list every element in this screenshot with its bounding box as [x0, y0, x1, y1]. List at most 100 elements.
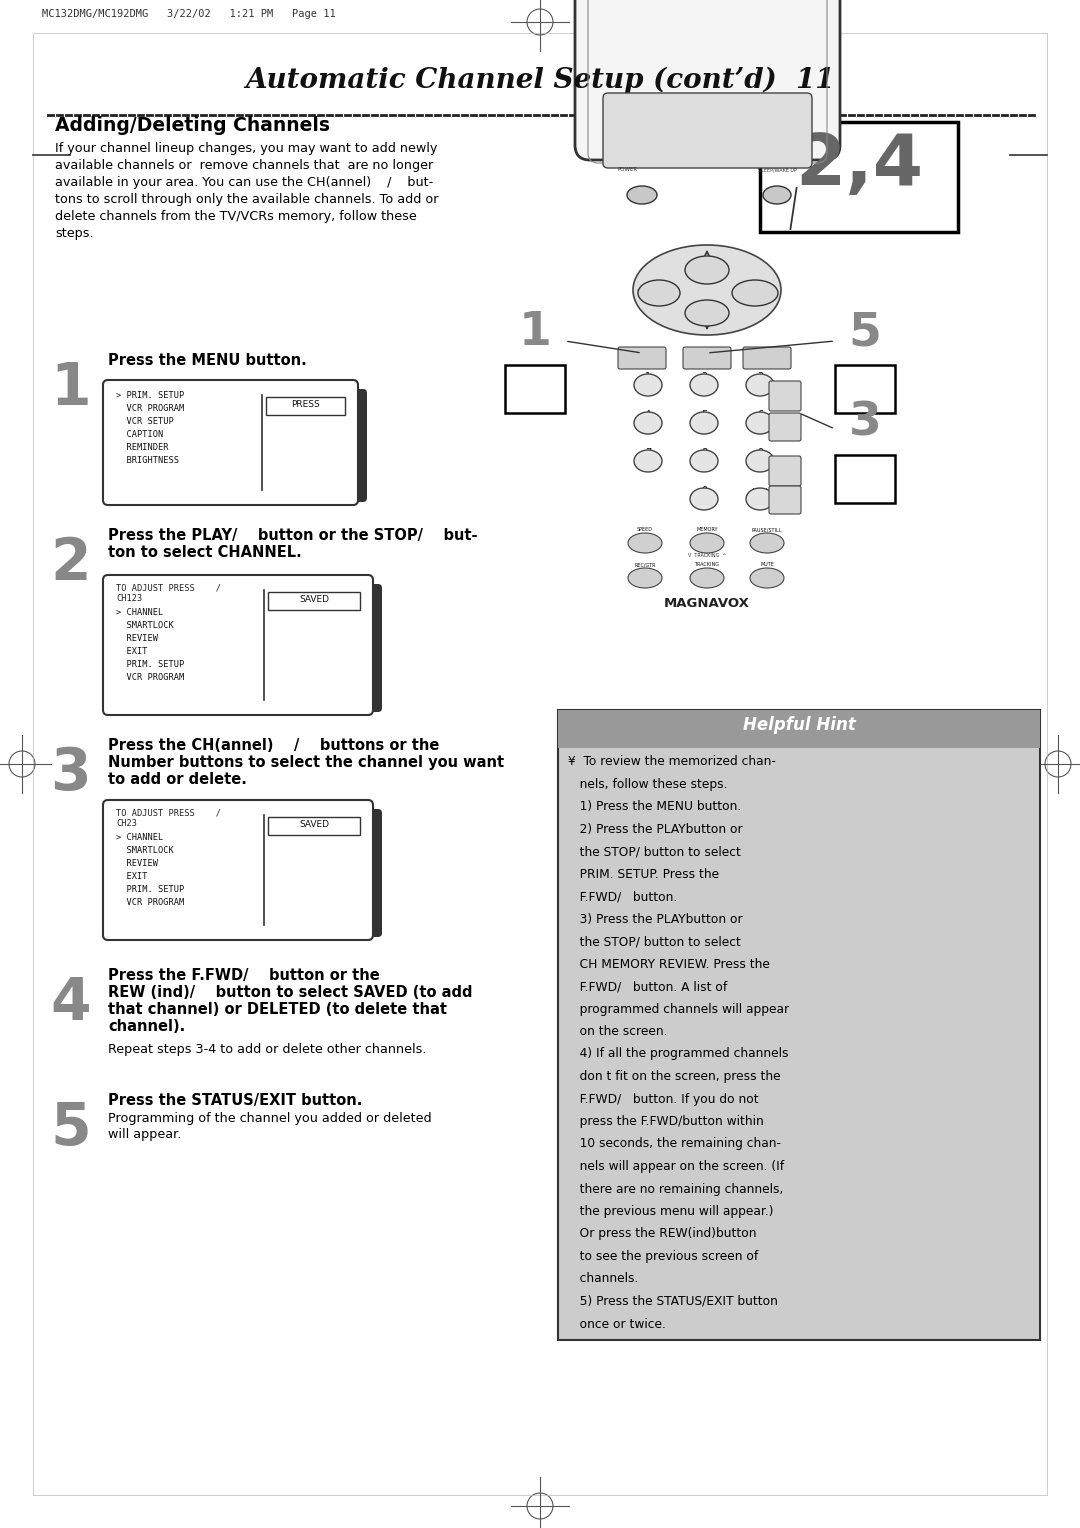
Text: 1) Press the MENU button.: 1) Press the MENU button.: [568, 801, 741, 813]
Text: the previous menu will appear.): the previous menu will appear.): [568, 1206, 773, 1218]
Text: CH.: CH.: [780, 396, 789, 400]
Text: F.FWD/   button.: F.FWD/ button.: [568, 889, 677, 903]
Text: Programming of the channel you added or deleted: Programming of the channel you added or …: [108, 1112, 432, 1125]
Text: available in your area. You can use the CH(annel)    /    but-: available in your area. You can use the …: [55, 176, 433, 189]
Text: 6: 6: [757, 410, 764, 420]
Text: ALT.CH: ALT.CH: [752, 487, 768, 494]
Bar: [268, 591, 360, 610]
Text: F.FWD/   button. A list of: F.FWD/ button. A list of: [568, 979, 727, 993]
Text: 2: 2: [50, 535, 91, 591]
Text: 2: 2: [701, 371, 707, 382]
Ellipse shape: [690, 533, 724, 553]
Text: REW (ind)/    button to select SAVED (to add: REW (ind)/ button to select SAVED (to ad…: [108, 986, 473, 999]
Text: don t fit on the screen, press the: don t fit on the screen, press the: [568, 1070, 781, 1083]
Text: MUTE: MUTE: [760, 562, 774, 567]
Text: 8: 8: [701, 448, 707, 458]
Text: 4: 4: [50, 975, 91, 1031]
Text: VOL: VOL: [780, 471, 791, 475]
Text: CAPTION: CAPTION: [116, 429, 163, 439]
Text: 4: 4: [645, 410, 651, 420]
Text: SMARTLOCK: SMARTLOCK: [116, 620, 174, 630]
Text: 4) If all the programmed channels: 4) If all the programmed channels: [568, 1048, 788, 1060]
Text: F.FWD/   button. If you do not: F.FWD/ button. If you do not: [568, 1093, 758, 1105]
Ellipse shape: [634, 374, 662, 396]
Ellipse shape: [750, 568, 784, 588]
Text: press the F.FWD/button within: press the F.FWD/button within: [568, 1115, 764, 1128]
Ellipse shape: [732, 280, 778, 306]
Text: programmed channels will appear: programmed channels will appear: [568, 1002, 789, 1016]
Text: Or press the REW(ind)button: Or press the REW(ind)button: [568, 1227, 756, 1241]
Text: 2) Press the PLAYbutton or: 2) Press the PLAYbutton or: [568, 822, 743, 836]
Text: 9: 9: [757, 448, 764, 458]
Bar: [760, 122, 958, 232]
Text: channel).: channel).: [108, 1019, 186, 1034]
Text: PRIM. SETUP. Press the: PRIM. SETUP. Press the: [568, 868, 719, 880]
Text: > CHANNEL: > CHANNEL: [116, 833, 163, 842]
Text: PRIM. SETUP: PRIM. SETUP: [116, 885, 185, 894]
Ellipse shape: [638, 280, 680, 306]
Text: nels, follow these steps.: nels, follow these steps.: [568, 778, 728, 790]
Text: STOP: STOP: [696, 301, 718, 310]
Text: will appear.: will appear.: [108, 1128, 181, 1141]
Text: the STOP/ button to select: the STOP/ button to select: [568, 845, 741, 859]
Bar: [268, 817, 360, 834]
Bar: [558, 711, 1040, 749]
Text: tons to scroll through only the available channels. To add or: tons to scroll through only the availabl…: [55, 193, 438, 206]
Text: ton to select CHANNEL.: ton to select CHANNEL.: [108, 545, 301, 559]
Ellipse shape: [746, 413, 774, 434]
Text: nels will appear on the screen. (If: nels will appear on the screen. (If: [568, 1160, 784, 1174]
Text: channels.: channels.: [568, 1273, 638, 1285]
Text: CH23: CH23: [116, 819, 137, 828]
Text: CLEAR: CLEAR: [757, 348, 777, 353]
Text: 5: 5: [701, 410, 707, 420]
FancyBboxPatch shape: [769, 455, 801, 486]
Text: 10 seconds, the remaining chan-: 10 seconds, the remaining chan-: [568, 1137, 781, 1151]
FancyBboxPatch shape: [103, 380, 357, 504]
Text: BRIGHTNESS: BRIGHTNESS: [116, 455, 179, 465]
Text: once or twice.: once or twice.: [568, 1317, 666, 1331]
Text: VCR PROGRAM: VCR PROGRAM: [116, 898, 185, 908]
Bar: [835, 455, 895, 503]
FancyBboxPatch shape: [114, 808, 382, 937]
Text: VCR PROGRAM: VCR PROGRAM: [116, 403, 185, 413]
Text: POWER: POWER: [618, 167, 638, 173]
Ellipse shape: [627, 186, 657, 205]
Text: V  TRACKING  ^: V TRACKING ^: [688, 553, 726, 558]
Text: MENU: MENU: [633, 348, 651, 353]
Text: SPEED: SPEED: [637, 527, 653, 532]
Text: ^: ^: [782, 455, 788, 465]
Bar: [835, 365, 895, 413]
Ellipse shape: [746, 451, 774, 472]
Text: 3) Press the PLAYbutton or: 3) Press the PLAYbutton or: [568, 912, 743, 926]
Text: Press the F.FWD/    button or the: Press the F.FWD/ button or the: [108, 969, 380, 983]
Text: MEMORY: MEMORY: [697, 527, 718, 532]
FancyBboxPatch shape: [769, 486, 801, 513]
Text: > PRIM. SETUP: > PRIM. SETUP: [116, 391, 185, 400]
Text: REC/GTR: REC/GTR: [634, 562, 656, 567]
Ellipse shape: [634, 413, 662, 434]
Text: MC132DMG/MC192DMG   3/22/02   1:21 PM   Page 11: MC132DMG/MC192DMG 3/22/02 1:21 PM Page 1…: [42, 9, 336, 18]
Text: PLAY: PLAY: [697, 257, 717, 266]
Text: VCR SETUP: VCR SETUP: [116, 417, 174, 426]
Text: ^: ^: [782, 380, 788, 390]
Text: Number buttons to select the channel you want: Number buttons to select the channel you…: [108, 755, 504, 770]
Text: Press the MENU button.: Press the MENU button.: [108, 353, 307, 368]
Text: steps.: steps.: [55, 228, 94, 240]
Text: 7: 7: [645, 448, 651, 458]
Text: EXIT: EXIT: [116, 872, 148, 882]
Text: SMARTLOCK: SMARTLOCK: [116, 847, 174, 856]
Text: Helpful Hint: Helpful Hint: [743, 717, 855, 733]
Text: to add or delete.: to add or delete.: [108, 772, 247, 787]
Ellipse shape: [762, 186, 791, 205]
Text: CH123: CH123: [116, 594, 143, 604]
Text: 0: 0: [701, 486, 707, 497]
Text: v: v: [783, 414, 787, 423]
Bar: [505, 365, 565, 413]
Bar: [558, 711, 1040, 1340]
Text: on the screen.: on the screen.: [568, 1025, 667, 1038]
Text: PAUSE/STILL: PAUSE/STILL: [752, 527, 782, 532]
Text: TO ADJUST PRESS    /: TO ADJUST PRESS /: [116, 808, 221, 817]
Text: REVIEW: REVIEW: [116, 859, 158, 868]
Text: Press the CH(annel)    /    buttons or the: Press the CH(annel) / buttons or the: [108, 738, 440, 753]
Ellipse shape: [685, 299, 729, 325]
